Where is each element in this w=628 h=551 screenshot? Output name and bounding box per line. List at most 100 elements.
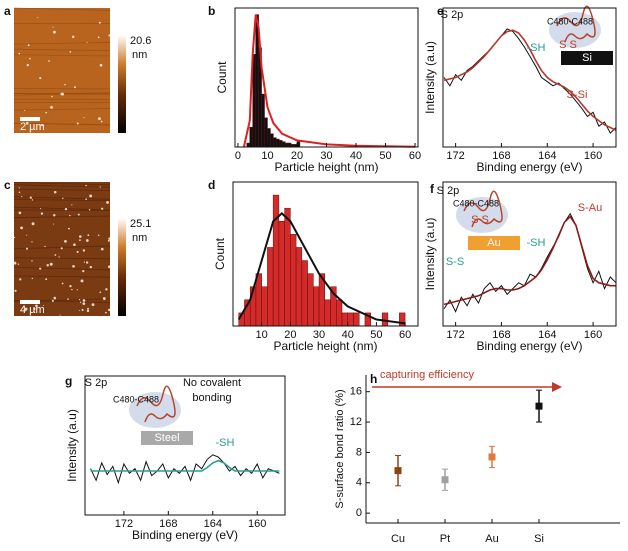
panel-letter: d (208, 178, 215, 192)
afm-speck (99, 63, 103, 67)
y-axis-label: Count (215, 61, 229, 94)
substrate (468, 236, 520, 250)
annotation: C480-C488 (453, 198, 499, 208)
x-axis-label: Particle height (nm) (274, 160, 378, 174)
afm-texture (13, 42, 111, 45)
panel-letter: a (4, 4, 11, 18)
hist-bar (347, 312, 354, 327)
afm-texture (13, 122, 111, 125)
substrate (561, 51, 613, 65)
afm-speck (62, 197, 64, 200)
afm-speck (82, 269, 85, 273)
x-tick-label: Cu (391, 533, 405, 545)
afm-speck (76, 289, 78, 291)
afm-speck (69, 50, 72, 53)
scale-label: 4 µm (20, 304, 45, 316)
y-axis-label: Intensity (a.u) (65, 409, 79, 482)
plot-frame (442, 7, 617, 148)
afm-speck (21, 195, 23, 198)
y-tick-label: 8 (356, 446, 362, 458)
afm-speck (51, 95, 53, 98)
x-tick-label: 172 (115, 518, 133, 530)
y-tick-label: 16 (350, 386, 362, 398)
plot-frame (232, 181, 419, 327)
afm-speck (100, 247, 104, 251)
afm-speck (53, 296, 57, 300)
afm-speck (20, 226, 23, 230)
x-tick-label: 30 (313, 329, 325, 341)
hist-bar (287, 142, 292, 148)
afm-speck (67, 298, 69, 300)
x-tick-label: 172 (446, 329, 464, 341)
annotation: capturing efficiency (380, 369, 474, 381)
afm-speck (59, 314, 61, 316)
hist-bar (267, 247, 274, 327)
annotation: -SH (216, 437, 235, 449)
afm-speck (105, 288, 108, 291)
afm-speck (78, 298, 81, 301)
afm-speck (14, 289, 17, 292)
y-tick-label: 0 (356, 507, 362, 519)
afm-speck (52, 26, 54, 28)
x-tick-label: 160 (584, 329, 602, 341)
y-axis-label: Intensity (a.u) (423, 41, 437, 114)
afm-speck (85, 198, 87, 200)
hist-bar (279, 140, 283, 148)
afm-speck (53, 223, 55, 225)
x-tick-label: 164 (538, 329, 556, 341)
afm-speck (105, 311, 107, 314)
afm-speck (83, 117, 85, 119)
y-tick-label: 12 (350, 416, 362, 428)
x-tick-label: Si (534, 533, 544, 545)
point (441, 476, 449, 484)
afm-speck (99, 291, 102, 293)
afm-speck (53, 214, 56, 217)
hist-bar (290, 234, 297, 327)
y-axis-label: Count (213, 237, 227, 270)
x-axis-label: Binding energy (eV) (132, 528, 238, 542)
hist-bar (272, 194, 280, 327)
afm-speck (48, 60, 50, 62)
afm-speck (54, 254, 57, 256)
x-axis-label: Particle height (nm) (273, 339, 377, 353)
afm-speck (76, 250, 79, 253)
x-tick-label: 20 (291, 150, 303, 162)
afm-speck (39, 77, 42, 80)
molecule-cloud (129, 392, 181, 428)
afm-speck (81, 308, 84, 312)
afm-speck (18, 211, 22, 215)
plot-frame (84, 375, 286, 516)
molecule-cloud (456, 197, 508, 233)
afm-speck (98, 21, 101, 24)
annotation: C480-C488 (547, 16, 593, 26)
x-axis-label: Binding energy (eV) (476, 160, 582, 174)
afm-speck (24, 307, 28, 311)
hist-bar (273, 137, 277, 148)
annotation: -SH (527, 237, 546, 249)
afm-image (14, 8, 110, 133)
afm-speck (45, 278, 48, 281)
afm-speck (41, 124, 44, 127)
x-tick-label: 160 (248, 518, 266, 530)
annotation: Au (487, 237, 500, 249)
afm-texture (13, 206, 111, 211)
plot-frame (442, 181, 617, 327)
afm-texture (13, 266, 111, 271)
afm-speck (73, 243, 76, 247)
annotation: S 2p (85, 377, 108, 389)
afm-speck (108, 237, 111, 240)
afm-speck (108, 265, 111, 269)
x-tick-label: 168 (492, 329, 510, 341)
afm-speck (80, 279, 84, 283)
afm-speck (71, 288, 73, 291)
x-tick-label: 168 (159, 518, 177, 530)
afm-speck (53, 30, 56, 34)
afm-speck (24, 109, 26, 111)
x-tick-label: Pt (440, 533, 450, 545)
x-tick-label: 30 (320, 150, 332, 162)
afm-speck (98, 117, 101, 121)
hist-bar (313, 286, 320, 327)
afm-speck (31, 222, 35, 226)
afm-texture (13, 48, 111, 52)
afm-speck (101, 207, 104, 210)
